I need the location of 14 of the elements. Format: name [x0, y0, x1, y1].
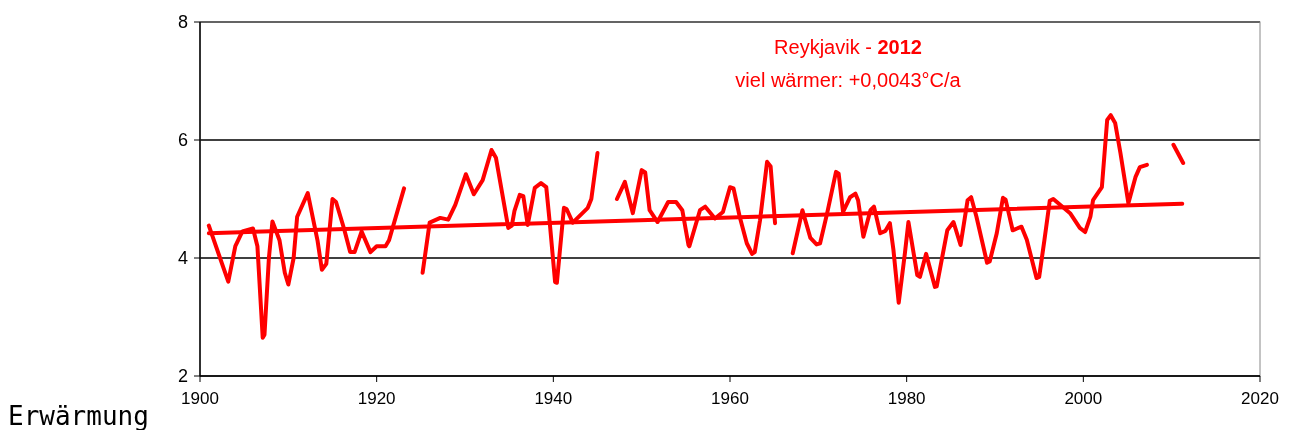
- text: Erwärmung: [8, 401, 149, 430]
- x-tick-label: 2020: [1241, 389, 1279, 408]
- x-tick-label: 1980: [887, 389, 926, 408]
- y-tick-label: 4: [177, 248, 188, 269]
- y-tick-label: 2: [177, 366, 188, 387]
- y-tick-label: 8: [177, 12, 188, 33]
- text: Reykjavik - 2012: [774, 36, 922, 58]
- x-tick-label: 1900: [181, 389, 219, 408]
- text: viel wärmer: +0,0043°C/a: [735, 69, 962, 91]
- x-tick-label: 1940: [534, 389, 573, 408]
- x-tick-label: 1960: [711, 389, 749, 408]
- y-tick-label: 6: [177, 130, 188, 151]
- x-tick-label: 2000: [1064, 389, 1103, 408]
- x-tick-label: 1920: [357, 389, 396, 408]
